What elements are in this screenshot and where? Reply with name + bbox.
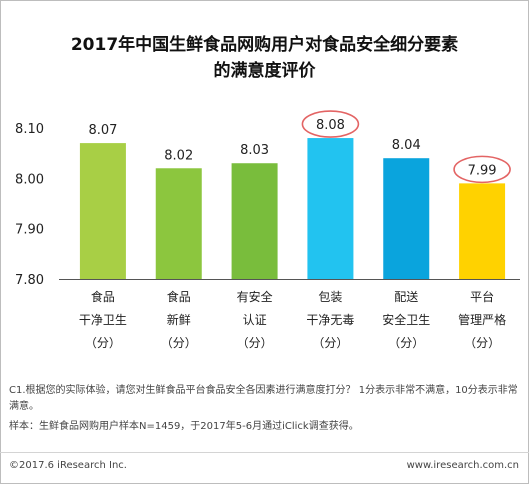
- x-tick-label: 食品: [91, 289, 115, 304]
- chart-title-line1: 2017年中国生鲜食品网购用户对食品安全细分要素: [70, 35, 459, 55]
- x-tick-label: （分）: [312, 336, 348, 350]
- bar: [383, 158, 430, 279]
- x-tick-label: 干净无毒: [306, 313, 354, 327]
- x-tick-label: 安全卫生: [382, 312, 430, 327]
- data-label: 8.07: [88, 123, 117, 138]
- x-tick-label: 新鲜: [167, 312, 191, 327]
- y-tick-label: 8.10: [15, 122, 44, 137]
- x-tick-label: （分）: [388, 336, 424, 350]
- x-tick-label: 有安全: [237, 289, 273, 304]
- y-tick-label: 7.90: [15, 223, 44, 238]
- highlight-circle: [301, 110, 360, 138]
- x-tick-label: 包装: [318, 290, 342, 304]
- x-tick-label: 食品: [167, 289, 191, 304]
- chart-title-line2: 的满意度评价: [213, 61, 316, 81]
- x-tick-label: 管理严格: [458, 312, 506, 327]
- y-tick-label: 8.00: [15, 172, 44, 187]
- bar: [155, 168, 202, 279]
- x-tick-label: （分）: [237, 336, 273, 350]
- x-tick-label: 认证: [243, 313, 267, 327]
- bar: [459, 183, 506, 279]
- bar: [79, 143, 126, 279]
- data-label: 8.04: [392, 138, 421, 153]
- x-tick-label: 配送: [394, 289, 418, 304]
- x-tick-label: （分）: [85, 336, 121, 350]
- y-tick-label: 7.80: [15, 273, 44, 288]
- copyright-text: ©2017.6 iResearch Inc.: [9, 460, 127, 471]
- x-tick-label: 平台: [470, 289, 494, 304]
- x-tick-label: 干净卫生: [79, 313, 127, 327]
- data-label: 8.08: [316, 118, 345, 133]
- survey-question-note: C1.根据您的实际体验，请您对生鲜食品平台食品安全各因素进行满意度打分？ 1分表…: [9, 385, 518, 412]
- bar: [307, 138, 354, 279]
- x-tick-label: （分）: [161, 336, 197, 350]
- footer-divider: [0, 452, 529, 453]
- data-label: 8.03: [240, 143, 269, 158]
- data-label: 8.02: [164, 148, 193, 163]
- sample-note: 样本：生鲜食品网购用户样本N=1459，于2017年5-6月通过iClick调查…: [9, 421, 359, 432]
- bar: [231, 163, 278, 279]
- website-text: www.iresearch.com.cn: [406, 460, 519, 471]
- data-label: 7.99: [468, 163, 497, 178]
- highlight-circle: [453, 155, 511, 184]
- x-tick-label: （分）: [464, 336, 500, 350]
